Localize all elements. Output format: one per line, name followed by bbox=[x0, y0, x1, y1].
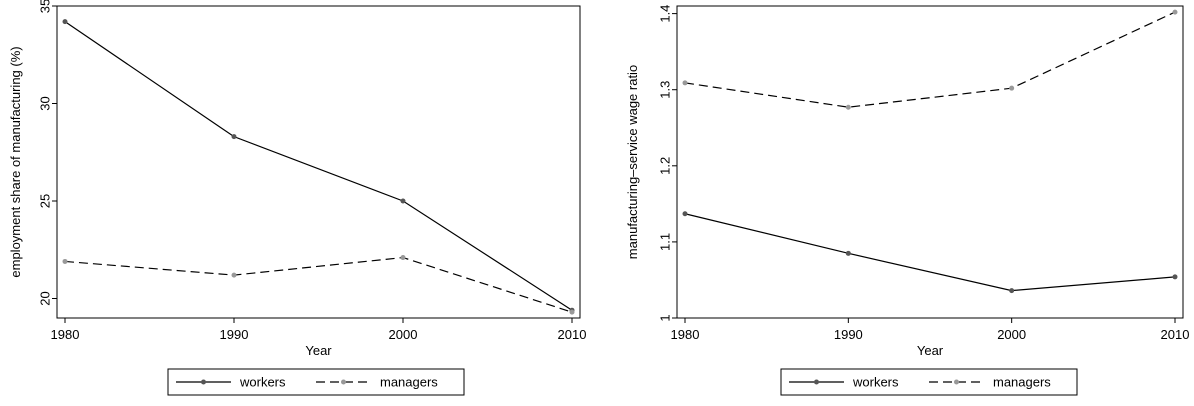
data-point-managers bbox=[682, 80, 688, 86]
legend: workers managers bbox=[780, 368, 1078, 396]
y-axis-title: manufacturing–service wage ratio bbox=[625, 65, 640, 259]
data-point-managers bbox=[845, 104, 851, 110]
y-tick-label: 1 bbox=[658, 314, 673, 321]
legend-marker-managers bbox=[954, 379, 959, 385]
x-tick-label: 2010 bbox=[558, 327, 587, 342]
y-tick-label: 1.4 bbox=[658, 5, 673, 23]
series-line-workers bbox=[684, 213, 1176, 292]
series-line-managers bbox=[684, 11, 1176, 108]
y-tick-label: 35 bbox=[38, 0, 53, 13]
legend-label-managers: managers bbox=[380, 375, 438, 390]
x-axis-title: Year bbox=[305, 343, 332, 358]
data-point-workers bbox=[682, 211, 688, 217]
x-tick-label: 2000 bbox=[389, 327, 418, 342]
data-point-managers bbox=[569, 309, 575, 315]
legend-label-workers: workers bbox=[239, 375, 286, 390]
legend-label-managers: managers bbox=[993, 375, 1051, 390]
x-tick-label: 1980 bbox=[51, 327, 80, 342]
series-line-workers bbox=[64, 21, 573, 311]
chart-panel-1: 20 25 30 35 1980 1990 2000 2010 Year employment s… bbox=[8, 0, 587, 396]
x-tick-label: 1990 bbox=[220, 327, 249, 342]
x-tick-label: 1990 bbox=[834, 327, 863, 342]
data-point-workers bbox=[845, 250, 851, 256]
data-point-managers bbox=[1009, 85, 1015, 91]
data-point-managers bbox=[1172, 9, 1178, 15]
plot-frame bbox=[676, 5, 1184, 319]
y-tick-label: 20 bbox=[38, 291, 53, 305]
data-point-managers bbox=[400, 255, 406, 261]
legend: workers managers bbox=[167, 368, 465, 396]
legend-label-workers: workers bbox=[852, 375, 899, 390]
legend-marker-workers bbox=[814, 379, 819, 385]
data-point-workers bbox=[62, 19, 68, 25]
y-tick-label: 30 bbox=[38, 96, 53, 110]
plot-frame bbox=[56, 5, 581, 319]
y-tick-label: 1.1 bbox=[658, 233, 673, 251]
data-point-workers bbox=[400, 198, 406, 204]
data-point-managers bbox=[62, 258, 68, 264]
series-line-managers bbox=[64, 256, 573, 313]
x-tick-label: 1980 bbox=[671, 327, 700, 342]
data-point-workers bbox=[231, 134, 237, 140]
legend-marker-managers bbox=[341, 379, 346, 385]
y-tick-label: 1.2 bbox=[658, 157, 673, 175]
y-tick-label: 1.3 bbox=[658, 81, 673, 99]
legend-marker-workers bbox=[201, 379, 206, 385]
data-point-workers bbox=[1172, 274, 1178, 280]
x-tick-label: 2010 bbox=[1161, 327, 1190, 342]
chart-panel-2: 1 1.1 1.2 1.3 1.4 1980 1990 2000 2010 Year manufac… bbox=[625, 5, 1190, 396]
y-tick-label: 25 bbox=[38, 194, 53, 208]
x-tick-label: 2000 bbox=[997, 327, 1026, 342]
data-point-workers bbox=[1009, 288, 1015, 294]
data-point-managers bbox=[231, 272, 237, 278]
y-axis-title: employment share of manufacturing (%) bbox=[8, 46, 23, 277]
x-axis-title: Year bbox=[917, 343, 944, 358]
